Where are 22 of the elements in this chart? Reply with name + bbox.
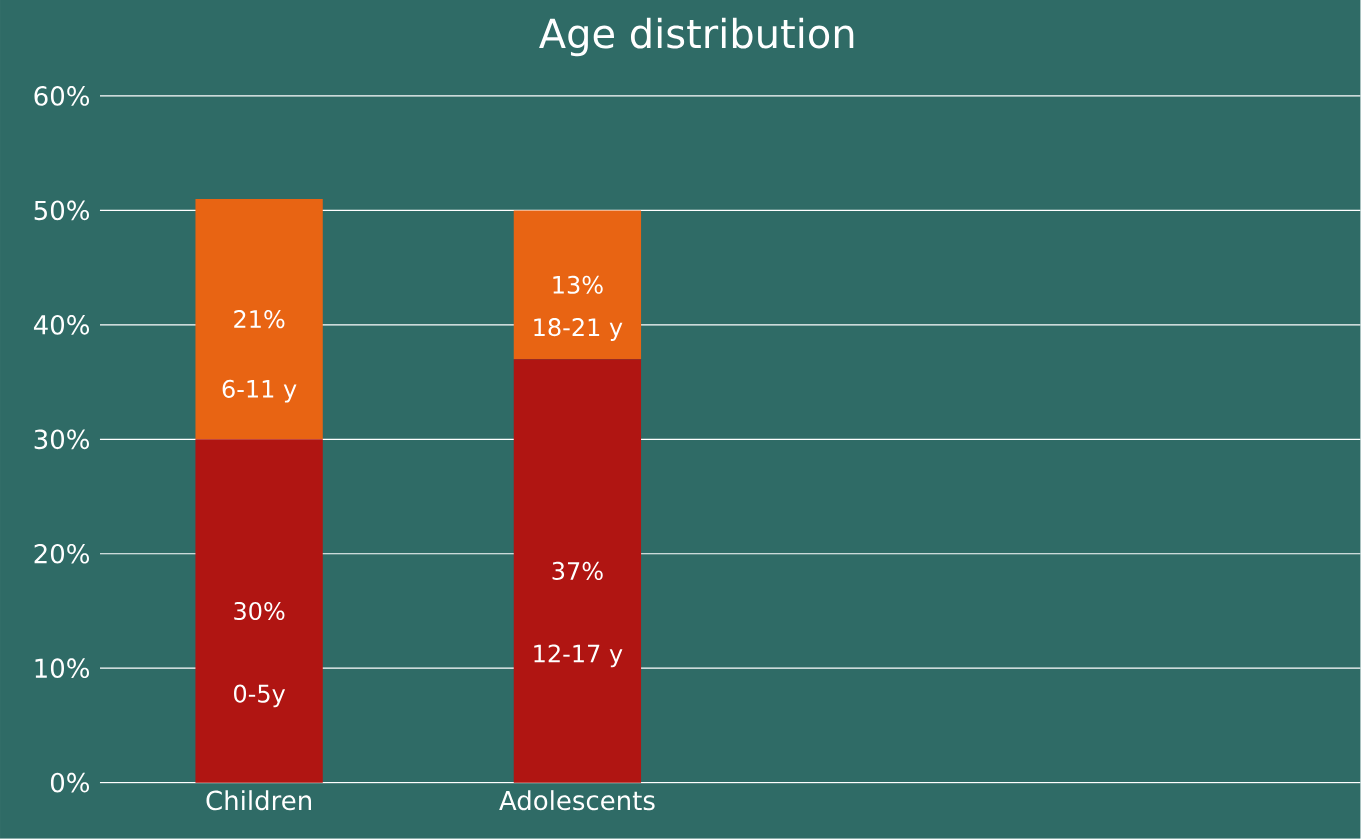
y-tick-label: 40% bbox=[33, 315, 89, 335]
bar bbox=[513, 359, 642, 783]
bar bbox=[195, 199, 323, 440]
y-tick-label: 60% bbox=[34, 86, 89, 106]
y-tick-label: 10% bbox=[35, 658, 89, 679]
y-tick-label: 50% bbox=[34, 200, 89, 221]
y-tick-label: 0% bbox=[50, 773, 89, 793]
chart-title: Age distribution bbox=[539, 17, 854, 57]
y-tick-label: 20% bbox=[34, 544, 89, 564]
annotation: 6-11 y bbox=[222, 379, 297, 403]
bar bbox=[513, 210, 642, 360]
data-label: 21% bbox=[234, 310, 285, 329]
bar bbox=[195, 439, 323, 783]
data-label: 13% bbox=[553, 275, 603, 295]
annotation: 0-5y bbox=[234, 684, 286, 708]
annotation: 18-21 y bbox=[534, 318, 623, 342]
x-tick-label: Children bbox=[206, 790, 311, 811]
data-label: 30% bbox=[234, 602, 285, 621]
y-tick-label: 30% bbox=[34, 429, 89, 450]
x-tick-label: Adolescents bbox=[499, 790, 655, 811]
annotation: 12-17 y bbox=[534, 644, 623, 668]
data-label: 37% bbox=[552, 562, 603, 581]
